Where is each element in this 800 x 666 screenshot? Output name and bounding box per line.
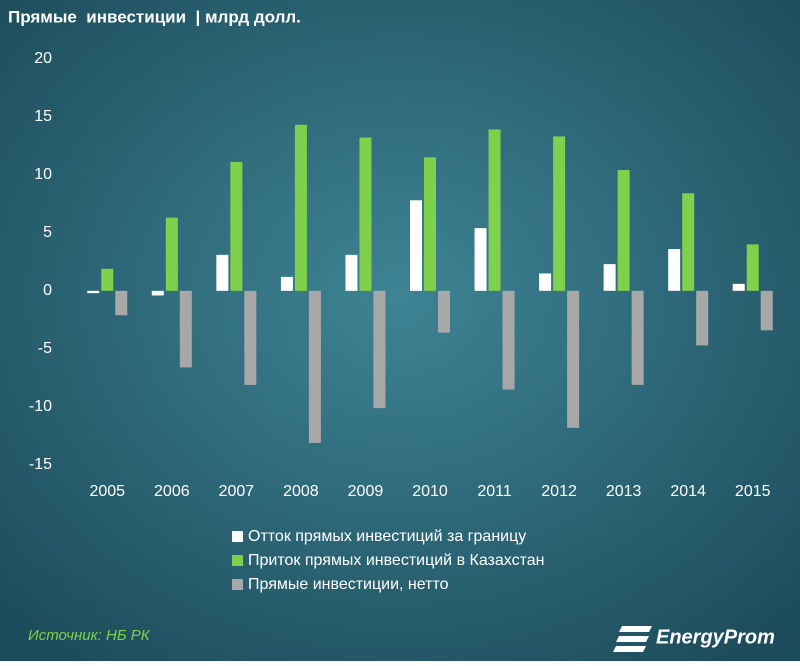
bar [746,244,759,291]
x-tick-label: 2006 [154,483,190,500]
x-tick-label: 2015 [735,483,771,500]
y-tick-label: -10 [29,398,52,415]
logo-icon [613,626,652,652]
bar [308,290,321,443]
bar [553,136,566,291]
y-tick-label: 15 [34,108,52,125]
legend-label: Отток прямых инвестиций за границу [248,528,526,545]
y-tick-label: 20 [34,50,52,67]
bar [294,124,307,291]
y-tick-label: -15 [29,456,52,473]
bar [474,228,487,291]
bar [87,290,100,294]
source: Источник: НБ РК [28,627,151,644]
bar [696,290,709,346]
bar [438,290,450,333]
bar [488,129,501,291]
bar [424,157,436,291]
x-tick-label: 2007 [219,483,255,500]
bar [179,290,192,368]
bar [682,193,695,291]
bar [732,283,745,291]
bar [151,290,164,296]
x-tick-label: 2005 [89,483,125,500]
x-tick-label: 2012 [541,483,577,500]
bar [101,268,114,291]
bar [567,290,580,428]
chart-title: Прямые инвестиции | млрд долл. [8,7,301,26]
bar [345,254,358,291]
x-tick-label: 2008 [283,483,319,500]
legend-swatch [232,579,243,590]
y-tick-label: 0 [43,282,52,299]
x-tick-label: 2014 [670,483,706,500]
legend-swatch [232,531,243,542]
brand-logo: EnergyProm [613,626,775,652]
bar [631,290,644,385]
x-tick-label: 2011 [477,483,512,500]
legend-swatch [232,555,243,566]
x-tick-label: 2010 [412,483,448,500]
y-tick-label: 10 [34,166,52,183]
bar [410,200,422,291]
legend-label: Прямые инвестиции, нетто [248,576,449,593]
bar [373,290,386,409]
bar [539,273,552,291]
bar [603,264,616,291]
bar [230,161,243,291]
bar [165,217,178,291]
brand: EnergyProm [656,626,775,648]
bar [668,249,681,291]
x-tick-label: 2013 [606,483,642,500]
x-tick-label: 2009 [348,483,384,500]
y-tick-label: -5 [38,340,52,357]
bar [216,254,229,291]
bar [280,276,293,291]
bar [617,170,630,291]
bar [760,290,773,331]
bar [244,290,257,385]
bar [502,290,515,390]
y-tick-label: 5 [43,224,52,241]
bar [359,137,372,291]
bar [115,290,128,316]
legend-label: Приток прямых инвестиций в Казахстан [248,552,544,569]
